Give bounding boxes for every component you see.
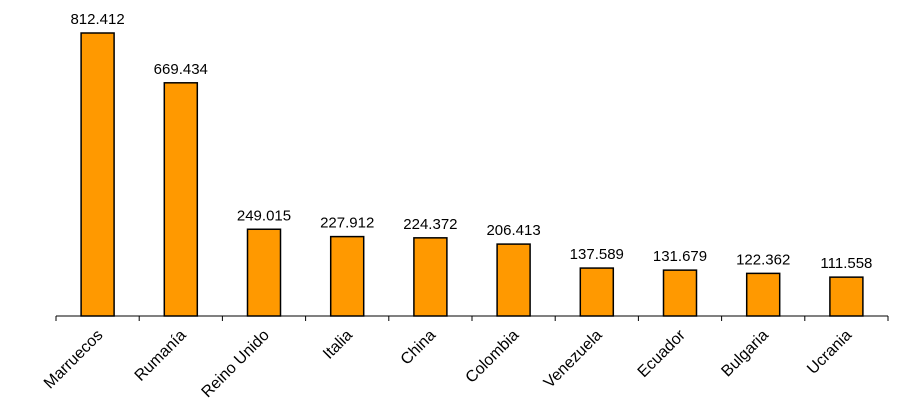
category-label: Italia (320, 327, 356, 363)
value-label: 227.912 (320, 215, 374, 232)
bar-china (413, 237, 448, 317)
bar-ucrania (829, 276, 864, 317)
bar-rumanía (163, 82, 199, 317)
value-label: 131.679 (653, 248, 707, 265)
bar-colombia (496, 243, 531, 317)
category-label: Reino Unido (199, 327, 273, 401)
value-labels-group: 812.412 669.434 249.015 227.912 224.372 206.4… (70, 11, 872, 272)
bar-bulgaria (745, 272, 781, 317)
value-label: 111.558 (820, 255, 872, 272)
value-label: 669.434 (154, 61, 208, 78)
category-label: Marruecos (41, 327, 106, 392)
bars-group (80, 32, 864, 317)
category-label: China (398, 327, 440, 369)
category-label: Venezuela (541, 327, 606, 392)
category-label: Ucrania (804, 327, 855, 378)
value-label: 249.015 (237, 207, 291, 224)
category-labels-group: Marruecos Rumanía Reino Unido Italia China Co… (41, 326, 855, 401)
bar-reino-unido (246, 228, 282, 317)
bar-italia (329, 235, 365, 317)
category-label: Colombia (463, 327, 523, 387)
value-label: 137.589 (570, 246, 624, 263)
bar-ecuador (662, 269, 698, 317)
category-label: Bulgaria (718, 327, 772, 381)
value-label: 224.372 (403, 216, 457, 233)
value-label: 812.412 (70, 11, 124, 28)
category-label: Rumanía (132, 327, 190, 385)
bar-venezuela (579, 267, 615, 317)
category-label: Ecuador (635, 326, 690, 381)
x-axis (55, 315, 889, 321)
value-label: 206.413 (486, 222, 540, 239)
value-label: 122.362 (736, 251, 790, 268)
bar-marruecos (80, 32, 115, 317)
